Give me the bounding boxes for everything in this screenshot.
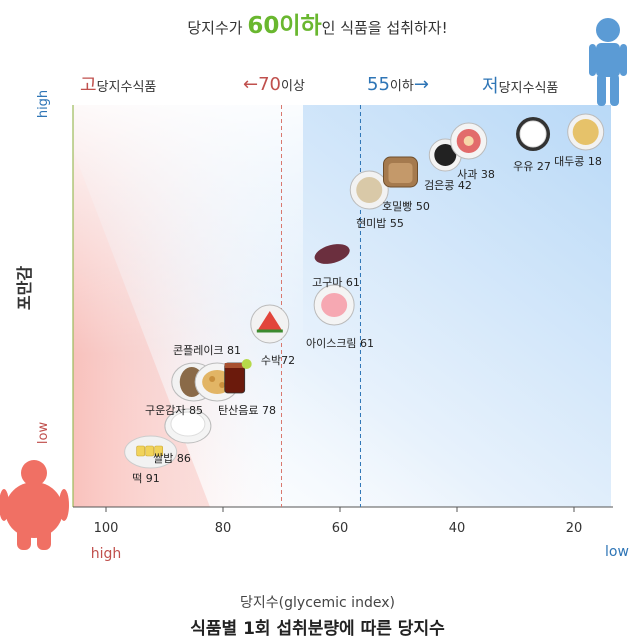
milk-icon [516,117,551,151]
title-pre: 당지수가 [187,19,248,37]
apple-icon [450,122,488,160]
x-tick-label: 20 [566,521,583,536]
y-axis-high-label: high [36,90,51,118]
x-tick-label: 80 [215,521,232,536]
y-axis-low-label: low [36,422,51,445]
high-gi-label: 고당지수식품 [80,75,156,96]
data-label: 검은콩 42 [424,179,472,192]
x-axis-low-label: low [605,544,629,560]
data-label: 우유 27 [513,160,551,173]
x-ticks: 100 80 60 40 20 [94,507,583,536]
y-axis-label: 포만감 [15,266,34,310]
data-label: 떡 91 [132,472,160,485]
data-label: 사과 38 [457,168,495,181]
data-label: 탄산음료 78 [218,404,276,417]
fat-person-icon [0,460,69,550]
x-axis-label: 당지수(glycemic index) [240,595,395,611]
x-tick-label: 40 [449,521,466,536]
data-label: 콘플레이크 81 [173,344,241,357]
soda-icon [224,359,252,394]
data-label: 아이스크림 61 [306,337,374,350]
data-label: 고구마 61 [312,276,360,289]
x-tick-label: 100 [94,521,119,536]
rice-bowl-icon [164,408,212,444]
data-points: 떡 91 쌀밥 86 구운감자 85 콘플레이크 81 탄산음료 78 수박72 아이스크림… [124,113,605,485]
above-70-label: ←70이상 [243,74,305,95]
page-title: 당지수가 60이하인 식품을 섭취하자! [0,6,635,40]
soybean-icon [567,113,605,151]
x-tick-label: 60 [332,521,349,536]
brown-rice-icon [349,170,389,210]
title-highlight: 60이하 [247,13,322,39]
data-label: 수박72 [261,354,295,367]
data-label: 현미밥 55 [356,217,404,230]
data-label: 구운감자 85 [145,404,203,417]
data-label: 대두콩 18 [554,155,602,168]
ice-cream-icon [313,284,355,326]
low-gi-label: 저당지수식품 [482,76,558,97]
chart-footer-title: 식품별 1회 섭취분량에 따른 당지수 [190,619,445,639]
rye-bread-icon [383,156,418,188]
x-axis-high-label: high [91,546,122,562]
data-label: 쌀밥 86 [153,452,191,465]
title-post: 인 식품을 섭취하자! [321,19,448,37]
watermelon-icon [250,304,290,344]
data-label: 호밀빵 50 [382,200,430,213]
slim-person-icon [589,18,627,106]
rice-cake-icon [124,435,178,469]
below-55-label: 55이하→ [367,74,429,95]
sweet-potato-icon [314,244,350,264]
